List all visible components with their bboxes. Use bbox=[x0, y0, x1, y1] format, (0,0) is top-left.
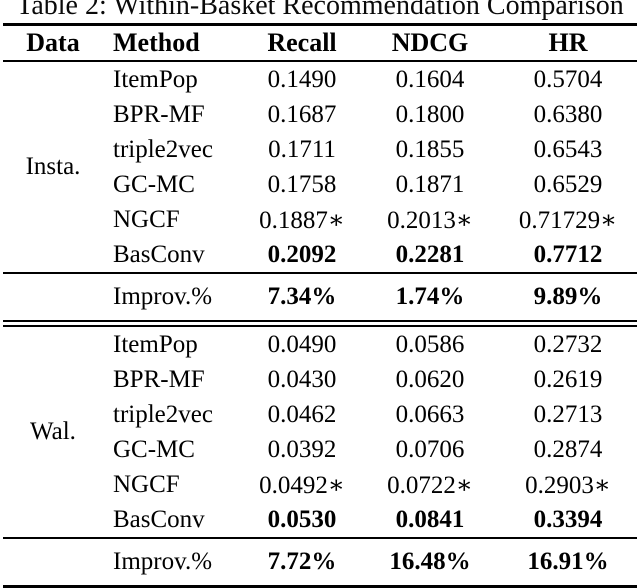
recall-value: 0.1490 bbox=[267, 65, 337, 93]
hr-value: 0.2732 bbox=[533, 330, 603, 358]
hr-value: 0.6543 bbox=[533, 135, 603, 163]
hr-value: 0.2713 bbox=[533, 400, 603, 428]
dataset-label: Wal. bbox=[30, 418, 76, 445]
improvement-row: Improv.% 7.72% 16.48% 16.91% bbox=[3, 538, 637, 587]
ndcg-value: 0.0841 bbox=[395, 505, 465, 533]
col-header-hr: HR bbox=[548, 28, 588, 57]
method-name: BPR-MF bbox=[113, 100, 205, 128]
method-row: triple2vec 0.0462 0.0663 0.2713 bbox=[3, 397, 637, 432]
recall-value: 0.1687 bbox=[267, 100, 337, 128]
header-row: Data Method Recall NDCG HR bbox=[3, 24, 637, 61]
method-name: triple2vec bbox=[113, 135, 213, 163]
improvement-label: Improv.% bbox=[113, 548, 213, 575]
recall-value: 0.0392 bbox=[267, 435, 337, 463]
method-name: NGCF bbox=[113, 470, 180, 498]
ndcg-value: 0.1604 bbox=[395, 65, 465, 93]
method-name: ItemPop bbox=[113, 330, 198, 358]
method-row: Wal. ItemPop 0.0490 0.0586 0.2732 bbox=[3, 324, 637, 446]
improvement-label: Improv.% bbox=[113, 283, 213, 310]
recall-value: 0.1887∗ bbox=[259, 206, 345, 234]
method-row: GC-MC 0.1758 0.1871 0.6529 bbox=[3, 167, 637, 202]
ndcg-value: 0.0722∗ bbox=[387, 471, 473, 499]
method-name: NGCF bbox=[113, 205, 180, 233]
method-row: Insta. ItemPop 0.1490 0.1604 0.5704 bbox=[3, 61, 637, 181]
method-name: GC-MC bbox=[113, 435, 195, 463]
recall-value: 0.0530 bbox=[267, 505, 337, 533]
method-name: triple2vec bbox=[113, 400, 213, 428]
hr-value: 0.6529 bbox=[533, 170, 603, 198]
method-name: GC-MC bbox=[113, 170, 195, 198]
recall-value: 0.1758 bbox=[267, 170, 337, 198]
hr-value: 0.6380 bbox=[533, 100, 603, 128]
recall-value: 0.2092 bbox=[267, 240, 337, 268]
method-row: triple2vec 0.1711 0.1855 0.6543 bbox=[3, 132, 637, 167]
col-header-recall: Recall bbox=[267, 28, 337, 57]
method-name: BasConv bbox=[113, 505, 205, 533]
method-name: BPR-MF bbox=[113, 365, 205, 393]
recall-value: 0.0462 bbox=[267, 400, 337, 428]
table-caption: Table 2: Within-Basket Recommendation Co… bbox=[16, 0, 624, 21]
recall-value: 0.0492∗ bbox=[259, 471, 345, 499]
method-row: GC-MC 0.0392 0.0706 0.2874 bbox=[3, 432, 637, 467]
method-row: NGCF 0.1887∗ 0.2013∗ 0.71729∗ bbox=[3, 202, 637, 237]
ndcg-value: 0.0586 bbox=[395, 330, 465, 358]
hr-value: 0.7712 bbox=[533, 240, 603, 268]
ndcg-value: 0.1871 bbox=[395, 170, 465, 198]
method-row: BasConv 0.2092 0.2281 0.7712 bbox=[3, 237, 637, 273]
dataset-spacer-cell bbox=[3, 538, 103, 587]
col-header-method: Method bbox=[113, 28, 200, 57]
ndcg-value: 0.1855 bbox=[395, 135, 465, 163]
recall-improvement: 7.72% bbox=[267, 548, 337, 575]
hr-value: 0.71729∗ bbox=[518, 206, 618, 234]
ndcg-value: 0.2281 bbox=[395, 240, 465, 268]
ndcg-improvement: 1.74% bbox=[395, 283, 465, 310]
hr-improvement: 9.89% bbox=[533, 283, 603, 310]
col-header-data: Data bbox=[26, 28, 80, 57]
method-row: BPR-MF 0.0430 0.0620 0.2619 bbox=[3, 362, 637, 397]
recall-value: 0.0490 bbox=[267, 330, 337, 358]
hr-value: 0.2619 bbox=[533, 365, 603, 393]
hr-value: 0.2903∗ bbox=[525, 471, 611, 499]
dataset-label: Insta. bbox=[25, 153, 81, 180]
comparison-table: Data Method Recall NDCG HR Insta. ItemPop… bbox=[3, 23, 637, 588]
recall-value: 0.1711 bbox=[268, 135, 336, 163]
recall-value: 0.0430 bbox=[267, 365, 337, 393]
improvement-row: Improv.% 7.34% 1.74% 9.89% bbox=[3, 273, 637, 324]
ndcg-value: 0.1800 bbox=[395, 100, 465, 128]
method-row: BPR-MF 0.1687 0.1800 0.6380 bbox=[3, 97, 637, 132]
dataset-spacer-cell bbox=[3, 273, 103, 324]
method-row: BasConv 0.0530 0.0841 0.3394 bbox=[3, 502, 637, 538]
ndcg-value: 0.0706 bbox=[395, 435, 465, 463]
hr-value: 0.5704 bbox=[533, 65, 603, 93]
hr-value: 0.2874 bbox=[533, 435, 603, 463]
ndcg-value: 0.2013∗ bbox=[387, 206, 473, 234]
method-row: NGCF 0.0492∗ 0.0722∗ 0.2903∗ bbox=[3, 467, 637, 502]
recall-improvement: 7.34% bbox=[267, 283, 337, 310]
hr-value: 0.3394 bbox=[533, 505, 603, 533]
ndcg-improvement: 16.48% bbox=[389, 548, 471, 575]
ndcg-value: 0.0620 bbox=[395, 365, 465, 393]
method-name: ItemPop bbox=[113, 65, 198, 93]
col-header-ndcg: NDCG bbox=[391, 28, 469, 57]
ndcg-value: 0.0663 bbox=[395, 400, 465, 428]
method-name: BasConv bbox=[113, 240, 205, 268]
hr-improvement: 16.91% bbox=[527, 548, 609, 575]
